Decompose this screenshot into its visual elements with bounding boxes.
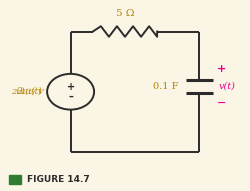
Text: −: − (216, 98, 226, 108)
Text: 0.1 F: 0.1 F (153, 82, 178, 91)
Text: 5 Ω: 5 Ω (116, 9, 134, 18)
Text: 2tu(t) V: 2tu(t) V (11, 87, 44, 95)
Bar (9, 175, 21, 184)
Text: +: + (66, 82, 75, 92)
Text: 2tu(t): 2tu(t) (16, 86, 42, 95)
Text: FIGURE 14.7: FIGURE 14.7 (27, 175, 90, 184)
Text: +: + (217, 64, 226, 74)
Text: –: – (68, 91, 73, 101)
Text: v(t): v(t) (219, 82, 236, 91)
